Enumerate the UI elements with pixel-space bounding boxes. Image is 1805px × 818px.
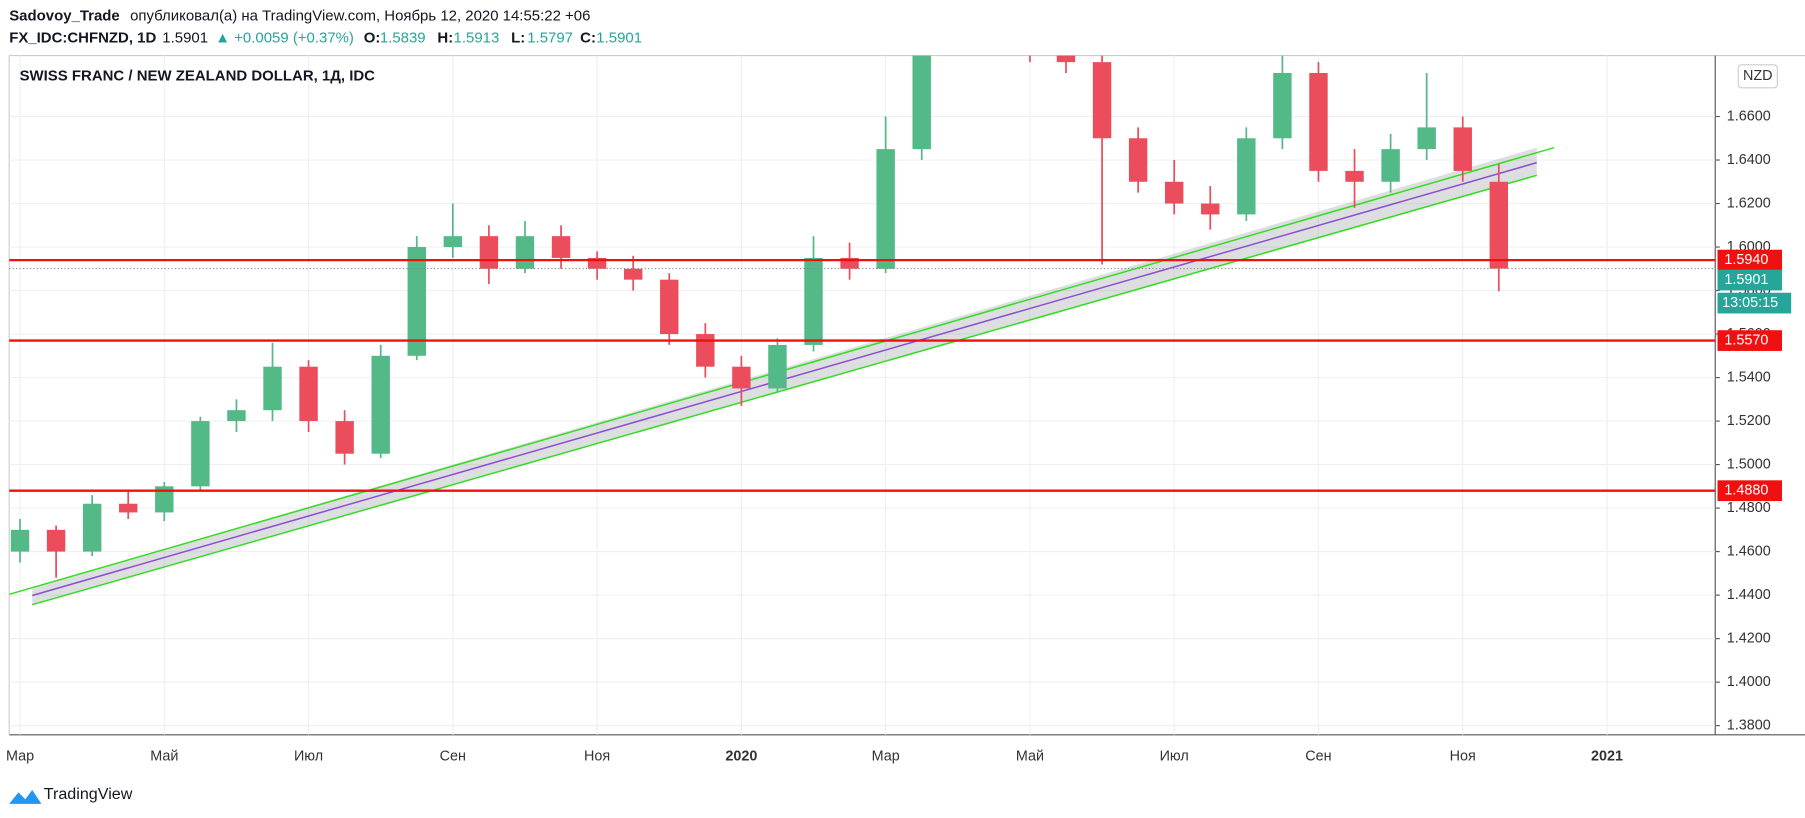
symbol: FX_IDC:CHFNZD, 1D xyxy=(9,29,156,46)
level-label: 1.4880 xyxy=(1724,482,1768,498)
x-tick-label: 2021 xyxy=(1591,748,1623,764)
y-tick-label: 1.6400 xyxy=(1727,152,1771,168)
candle-body xyxy=(1417,127,1436,150)
candle-body xyxy=(1273,73,1292,139)
candle-body xyxy=(1381,149,1400,182)
y-tick-label: 1.4000 xyxy=(1727,674,1771,690)
candle-body xyxy=(623,268,643,280)
ohlc-value: 1.5839 xyxy=(380,29,426,46)
published: опубликовал(а) на TradingView.com, Ноябр… xyxy=(130,7,590,24)
candle-body xyxy=(263,366,282,411)
y-tick-label: 1.6600 xyxy=(1727,108,1771,124)
x-tick-label: Май xyxy=(1016,748,1044,764)
levels: 1.5940 1.5570 1.4880 1.5901 13:05:15 xyxy=(9,249,1792,502)
candle-body xyxy=(1164,181,1184,204)
candle-body xyxy=(587,257,607,269)
y-tick-label: 1.4200 xyxy=(1727,630,1771,646)
candle-body xyxy=(407,247,426,356)
brand: TradingView xyxy=(44,785,133,803)
x-tick-label: 2020 xyxy=(725,748,757,764)
ohlc-value: 1.5797 xyxy=(527,29,573,46)
candle-body xyxy=(660,279,679,335)
candle-body xyxy=(119,503,138,513)
y-tick-label: 1.5400 xyxy=(1727,369,1771,385)
candle-body xyxy=(227,410,246,422)
change: ▲ +0.0059 (+0.37%) xyxy=(215,29,354,46)
ohlc: O: 1.5839 H: 1.5913 L: 1.5797 C: 1.5901 xyxy=(364,29,642,46)
x-tick-label: Май xyxy=(150,748,178,764)
x-tick-label: Сен xyxy=(1305,748,1331,764)
ohlc-value: 1.5901 xyxy=(596,29,642,46)
candle-body xyxy=(876,149,895,269)
ohlc-label: L: xyxy=(511,29,525,46)
x-tick-label: Июл xyxy=(1160,748,1189,764)
candle-body xyxy=(1489,181,1509,269)
x-tick-label: Ноя xyxy=(584,748,610,764)
candle-body xyxy=(1309,73,1328,171)
y-tick-label: 1.3800 xyxy=(1727,717,1771,733)
candle-body xyxy=(1345,170,1364,182)
chart-title: SWISS FRANC / NEW ZEALAND DOLLAR, 1Д, ID… xyxy=(20,67,376,84)
candle-body xyxy=(1128,138,1148,182)
countdown-tag xyxy=(1717,292,1792,314)
logo xyxy=(9,790,42,804)
y-tick-label: 1.5000 xyxy=(1727,456,1771,472)
x-tick-label: Ноя xyxy=(1450,748,1476,764)
candle-body xyxy=(82,503,102,552)
x-tick-label: Мар xyxy=(872,748,900,764)
level-tag xyxy=(1717,249,1782,271)
candle-body xyxy=(768,344,787,389)
candle-body xyxy=(696,334,715,367)
candle-body xyxy=(1021,0,1039,51)
ohlc-label: O: xyxy=(364,29,381,46)
candle-body xyxy=(840,257,859,269)
y-tick-label: 1.5200 xyxy=(1727,413,1771,429)
candle-body xyxy=(1201,203,1220,215)
x-tick-label: Июл xyxy=(294,748,323,764)
last-price-label: 1.5901 xyxy=(1724,272,1768,288)
candle-body xyxy=(949,0,967,29)
last-price-tag xyxy=(1717,269,1782,291)
candle-body xyxy=(10,529,30,552)
y-tick-label: 1.4600 xyxy=(1727,543,1771,559)
candle-body xyxy=(443,236,463,248)
candle-body xyxy=(46,529,66,552)
candle-body xyxy=(191,421,210,487)
currency-badge[interactable] xyxy=(1737,64,1778,89)
ohlc-label: C: xyxy=(580,29,596,46)
level-label: 1.5940 xyxy=(1724,252,1768,268)
candle-body xyxy=(1092,62,1112,139)
ohlc-label: H: xyxy=(437,29,453,46)
x-tick-label: Мар xyxy=(6,748,34,764)
candles xyxy=(10,0,1509,578)
price: 1.5901 xyxy=(162,29,208,46)
y-tick-label: 1.4400 xyxy=(1727,587,1771,603)
candle-body xyxy=(1453,127,1472,171)
candle-body xyxy=(1237,138,1256,215)
x-tick-label: Сен xyxy=(440,748,466,764)
level-tag xyxy=(1717,330,1782,351)
grid: 1.3800 1.4000 1.4200 1.4400 1.4600 1.4800 1.50… xyxy=(6,55,1771,764)
candle-body xyxy=(335,421,354,454)
candle-body xyxy=(804,257,823,345)
currency: NZD xyxy=(1743,68,1773,84)
level-label: 1.5570 xyxy=(1724,332,1768,348)
candle-body xyxy=(299,366,318,422)
level-tag xyxy=(1717,480,1782,502)
ohlc-value: 1.5913 xyxy=(454,29,500,46)
author[interactable]: Sadovoy_Trade xyxy=(9,7,120,24)
candle-body xyxy=(912,55,931,150)
candle-body xyxy=(479,236,499,269)
candle-body xyxy=(551,236,571,258)
countdown: 13:05:15 xyxy=(1722,295,1778,311)
channel-lower xyxy=(32,174,1537,606)
y-tick-label: 1.6200 xyxy=(1727,195,1771,211)
candle-body xyxy=(1056,55,1076,63)
candle-body xyxy=(155,486,174,513)
candle-body xyxy=(732,366,751,389)
candle-body xyxy=(515,236,535,269)
y-tick-label: 1.4800 xyxy=(1727,500,1771,516)
candle-body xyxy=(371,355,390,454)
